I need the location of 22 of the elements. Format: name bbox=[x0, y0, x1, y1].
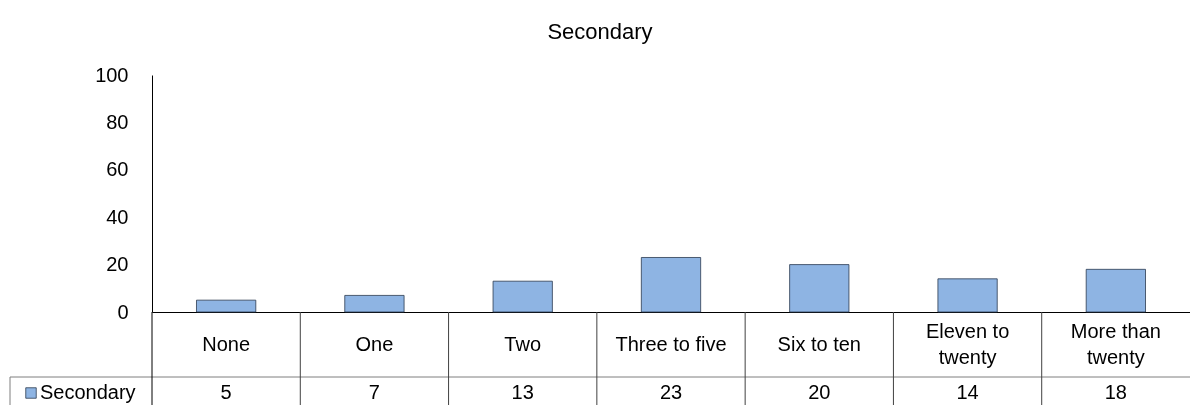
y-tick-label: 60 bbox=[106, 158, 129, 181]
y-tick-label: 40 bbox=[106, 205, 129, 228]
legend-label: Secondary bbox=[40, 381, 136, 403]
chart-title: Secondary bbox=[547, 19, 653, 44]
x-tick-label: Eleven to twenty bbox=[925, 320, 1010, 368]
data-label: 20 bbox=[808, 381, 831, 403]
data-label: 23 bbox=[659, 381, 683, 403]
x-tick-label: More than twenty bbox=[1070, 320, 1161, 368]
data-label: 14 bbox=[956, 381, 979, 403]
data-label: 7 bbox=[368, 381, 380, 403]
x-tick-label: None bbox=[202, 333, 251, 355]
x-tick-label: Two bbox=[504, 333, 542, 355]
y-tick-label: 0 bbox=[117, 300, 129, 323]
x-tick-label: One bbox=[355, 333, 394, 355]
data-label: 18 bbox=[1104, 381, 1127, 403]
x-tick-label: Six to ten bbox=[777, 333, 861, 355]
x-tick-label: Three to five bbox=[615, 333, 727, 355]
y-tick-label: 20 bbox=[106, 253, 129, 276]
y-tick-label: 100 bbox=[95, 63, 129, 86]
y-tick-label: 80 bbox=[106, 110, 129, 133]
data-label: 13 bbox=[511, 381, 534, 403]
data-label: 5 bbox=[220, 381, 232, 403]
